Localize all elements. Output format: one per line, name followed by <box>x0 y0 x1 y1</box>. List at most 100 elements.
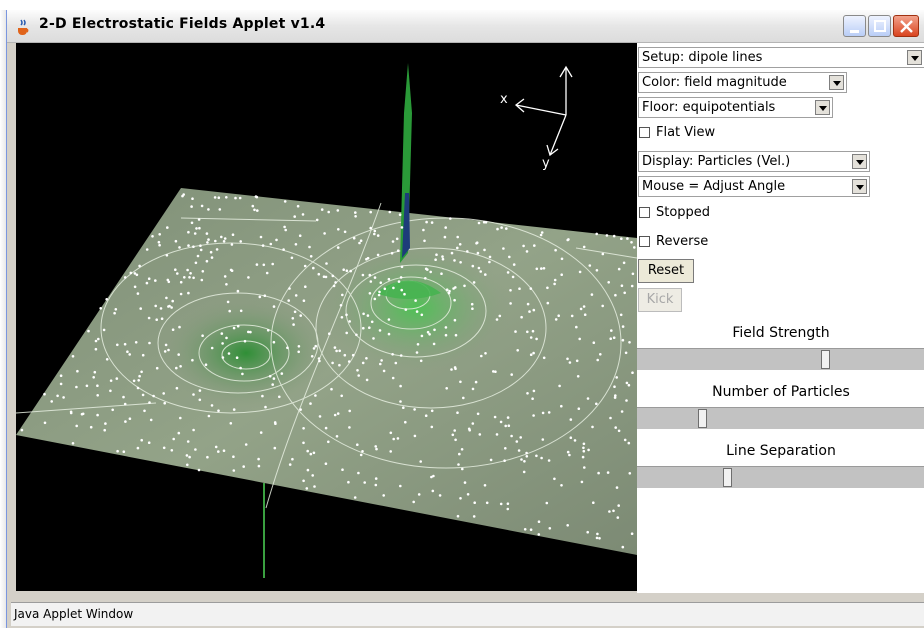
particle-dot <box>196 254 200 258</box>
particle-dot <box>247 276 250 279</box>
particle-dot <box>540 267 543 270</box>
particle-dot <box>111 408 114 412</box>
particle-dot <box>614 426 617 429</box>
particle-dot <box>232 408 236 411</box>
particle-dot <box>519 436 522 439</box>
particle-dot <box>183 276 186 279</box>
particle-dot <box>438 494 442 497</box>
particle-dot <box>444 226 448 229</box>
checkbox-box[interactable] <box>639 207 650 218</box>
particle-dot <box>498 314 502 318</box>
particle-dot <box>358 241 361 245</box>
particle-dot <box>526 330 529 334</box>
floor-select[interactable]: Floor: equipotentials <box>638 97 833 118</box>
particle-dot <box>420 313 424 317</box>
particle-dot <box>330 387 333 391</box>
reset-button[interactable]: Reset <box>638 259 694 283</box>
particle-dot <box>62 396 65 399</box>
particle-dot <box>253 208 256 212</box>
particle-dot <box>612 509 615 513</box>
particle-dot <box>210 256 214 259</box>
particle-dot <box>471 264 475 268</box>
kick-button[interactable]: Kick <box>638 288 682 312</box>
reverse-checkbox[interactable]: Reverse <box>639 234 779 252</box>
particle-dot <box>56 394 59 398</box>
particle-dot <box>387 332 391 336</box>
color-select[interactable]: Color: field magnitude <box>638 72 847 93</box>
particle-dot <box>514 330 517 333</box>
slider-thumb[interactable] <box>698 409 707 428</box>
particle-dot <box>459 497 462 500</box>
particle-dot <box>332 284 336 288</box>
stopped-checkbox[interactable]: Stopped <box>639 205 779 223</box>
chevron-down-icon[interactable] <box>852 154 867 169</box>
particle-dot <box>404 420 407 424</box>
particle-dot <box>204 363 208 367</box>
particle-dot <box>425 220 428 224</box>
particle-dot <box>137 379 140 382</box>
field-strength-slider[interactable] <box>637 348 924 370</box>
field-canvas[interactable]: x y <box>16 43 637 591</box>
particle-dot <box>229 268 233 272</box>
title-bar[interactable]: 2-D Electrostatic Fields Applet v1.4 <box>7 10 924 43</box>
slider-thumb[interactable] <box>821 350 830 369</box>
particle-dot <box>460 448 464 451</box>
chevron-down-icon[interactable] <box>815 100 830 115</box>
particle-dot <box>347 480 350 484</box>
particle-dot <box>197 218 201 221</box>
particle-dot <box>223 275 227 278</box>
particle-dot <box>365 257 368 261</box>
mouse-mode-select[interactable]: Mouse = Adjust Angle <box>638 176 870 197</box>
particle-dot <box>205 232 209 235</box>
particle-dot <box>271 383 274 386</box>
chevron-down-icon[interactable] <box>852 179 867 194</box>
particle-dot <box>374 483 378 487</box>
checkbox-box[interactable] <box>639 236 650 247</box>
particle-dot <box>302 299 306 303</box>
particle-dot <box>607 281 610 284</box>
particle-dot <box>445 387 449 390</box>
particle-dot <box>175 366 178 370</box>
particle-dot <box>200 278 204 282</box>
particle-dot <box>583 466 586 469</box>
chevron-down-icon[interactable] <box>829 75 844 90</box>
particle-dot <box>539 233 543 237</box>
display-select[interactable]: Display: Particles (Vel.) <box>638 151 870 172</box>
particle-dot <box>294 294 298 297</box>
chevron-down-icon[interactable] <box>907 50 922 65</box>
line-separation-slider[interactable] <box>637 466 924 488</box>
particle-dot <box>155 318 158 322</box>
particle-dot <box>99 307 102 310</box>
particle-dot <box>429 270 433 274</box>
particle-dot <box>400 265 404 269</box>
particle-dot <box>296 204 300 208</box>
particle-dot <box>400 226 404 229</box>
slider-thumb[interactable] <box>723 468 732 487</box>
checkbox-box[interactable] <box>639 127 650 138</box>
particle-dot <box>399 484 402 488</box>
close-button[interactable] <box>893 15 919 37</box>
particle-dot <box>71 355 75 358</box>
particle-dot <box>336 209 340 212</box>
setup-select[interactable]: Setup: dipole lines <box>638 47 924 68</box>
particle-dot <box>566 238 569 242</box>
particle-dot <box>466 493 470 496</box>
particle-dot <box>399 276 403 279</box>
particle-dot <box>453 429 457 432</box>
flat-view-checkbox[interactable]: Flat View <box>639 125 779 143</box>
particle-dot <box>430 409 434 413</box>
particle-dot <box>59 382 63 386</box>
particle-dot <box>114 308 118 311</box>
particle-dot <box>362 312 365 316</box>
maximize-button[interactable] <box>868 15 891 37</box>
particle-dot <box>532 308 536 312</box>
particle-dot <box>201 270 205 273</box>
number-of-particles-slider[interactable] <box>637 407 924 429</box>
particle-dot <box>89 425 93 429</box>
maximize-icon <box>874 20 886 32</box>
particle-dot <box>396 249 400 252</box>
particle-dot <box>172 437 175 441</box>
particle-dot <box>627 383 631 387</box>
minimize-button[interactable] <box>843 15 866 37</box>
status-text: Java Applet Window <box>14 607 134 621</box>
